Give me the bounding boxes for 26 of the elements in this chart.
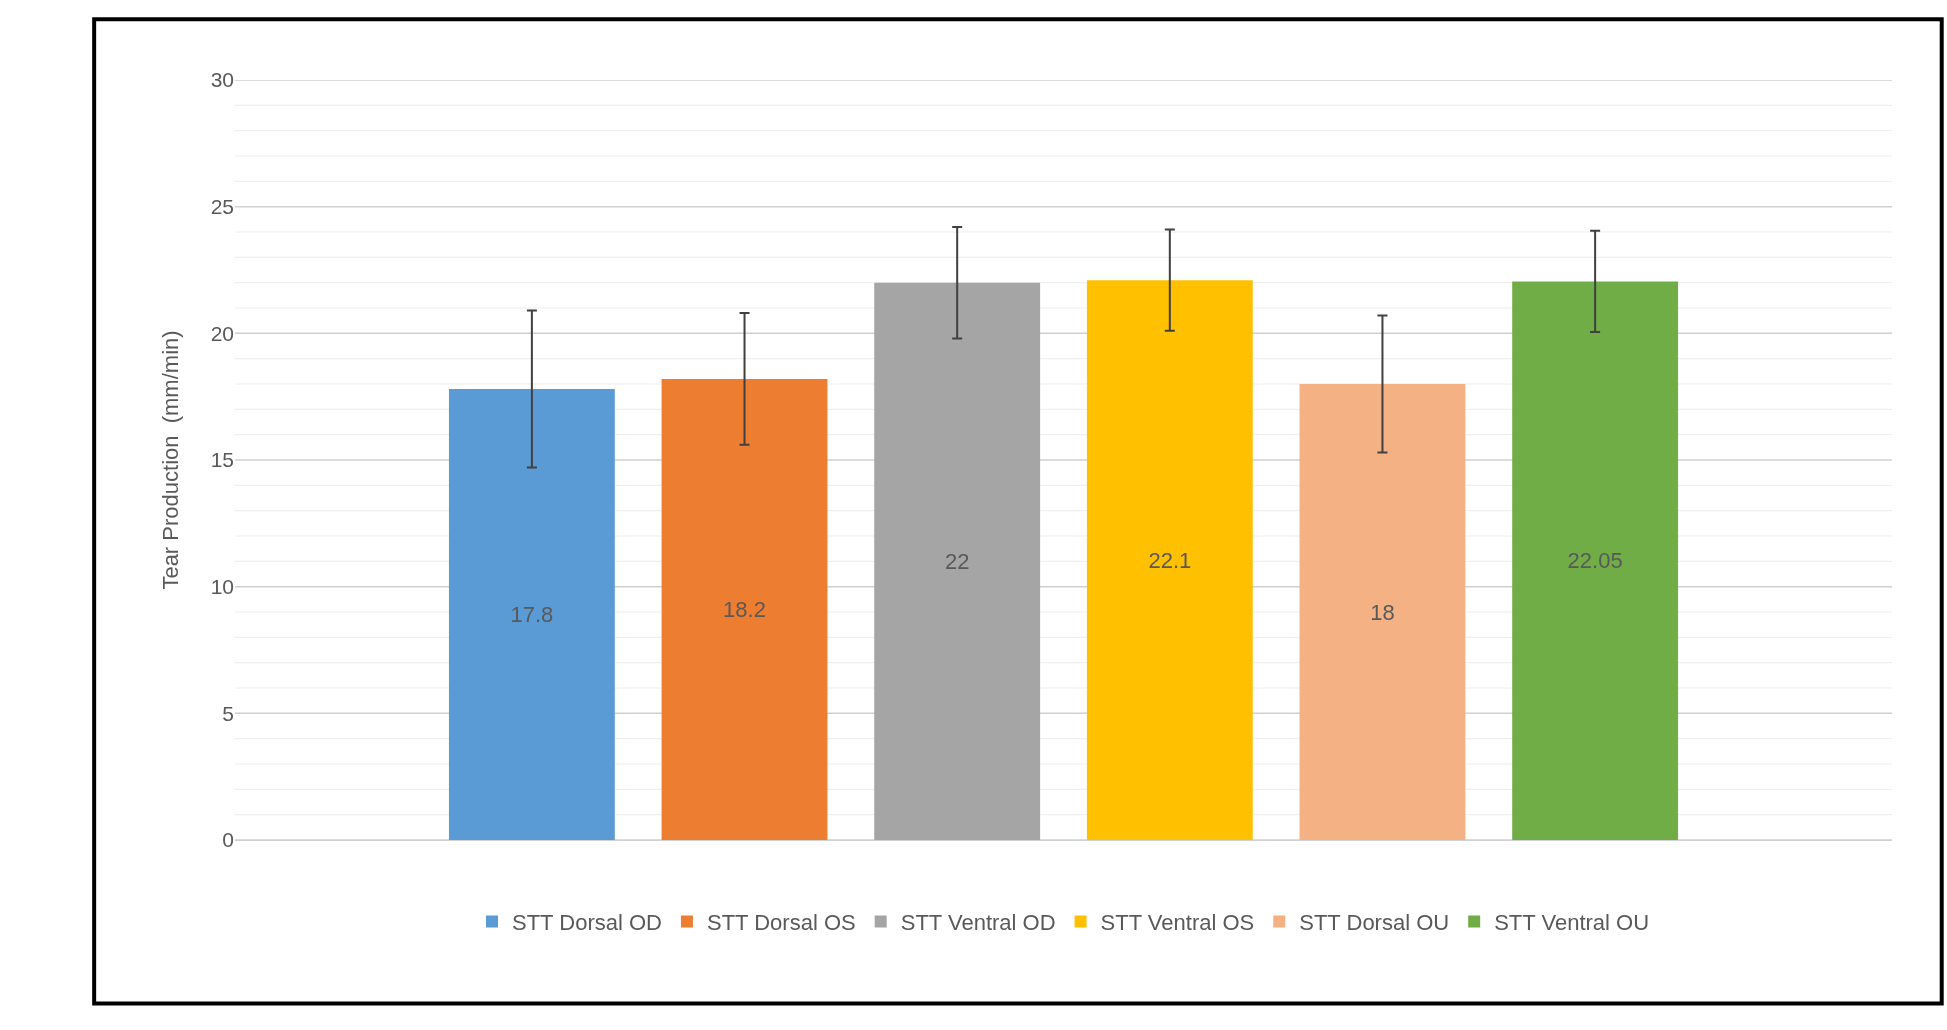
- data-label: 22: [944, 548, 970, 574]
- data-label: 17.8: [510, 602, 554, 628]
- data-label: 22.1: [1148, 547, 1192, 573]
- bar: [661, 378, 828, 840]
- legend-label: STT Dorsal OS: [706, 910, 856, 936]
- bar: [874, 282, 1041, 840]
- y-tick-label: 20: [210, 321, 234, 345]
- legend-label: STT Ventral OU: [1494, 910, 1650, 936]
- legend-label: STT Ventral OS: [1100, 910, 1255, 936]
- y-tick-label: 0: [222, 828, 234, 852]
- bar: [448, 389, 615, 840]
- y-tick-label: 30: [210, 68, 234, 92]
- data-label: 18.2: [723, 596, 766, 622]
- legend-label: STT Dorsal OD: [512, 910, 662, 936]
- bar: [1299, 384, 1466, 840]
- y-tick-label: 10: [210, 575, 234, 599]
- y-tick-label: 5: [222, 701, 234, 725]
- y-axis-title: Tear Production (mm/min): [158, 330, 184, 590]
- y-tick-label: 15: [210, 448, 234, 472]
- bar: [1086, 280, 1253, 840]
- data-label: 18: [1370, 599, 1395, 625]
- data-label: 22.05: [1567, 548, 1623, 574]
- bar: [1512, 281, 1679, 840]
- legend-label: STT Ventral OD: [900, 910, 1056, 936]
- y-tick-label: 25: [210, 195, 234, 219]
- legend-label: STT Dorsal OU: [1299, 910, 1450, 936]
